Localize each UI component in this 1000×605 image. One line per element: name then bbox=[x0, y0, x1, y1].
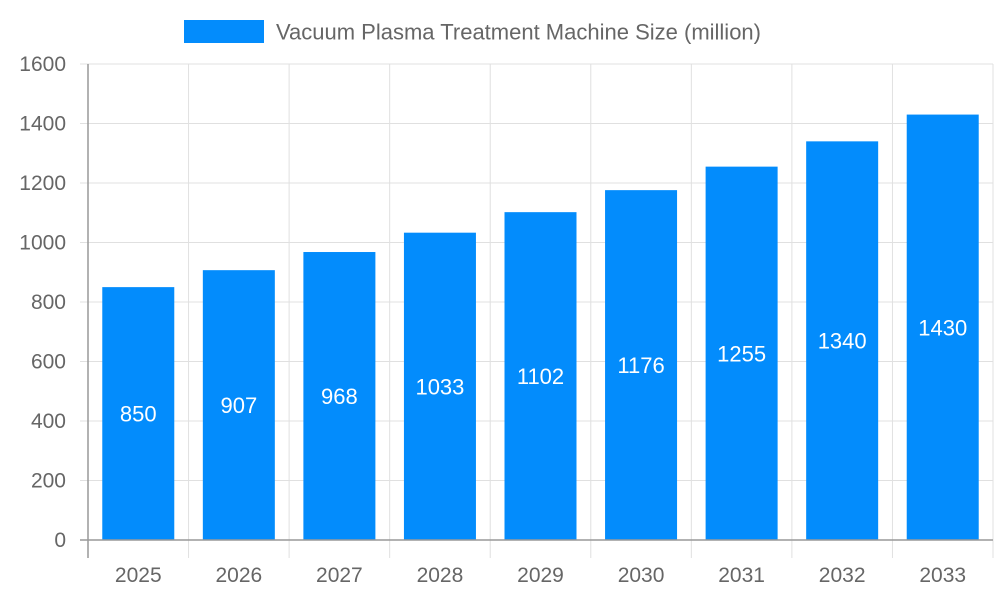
x-tick-label: 2030 bbox=[618, 564, 665, 587]
y-tick-label: 1200 bbox=[19, 172, 66, 195]
bars: 850 907 968 1033 1102 1176 1255 1340 1430 bbox=[102, 114, 979, 540]
x-tick-label: 2027 bbox=[316, 564, 363, 587]
y-tick-label: 800 bbox=[31, 291, 66, 314]
bar-2033 bbox=[906, 114, 979, 540]
legend-swatch bbox=[184, 20, 264, 43]
y-tick-label: 1600 bbox=[19, 53, 66, 76]
axes: 0 200 400 600 800 1000 1200 1400 1600 2025 2026 202… bbox=[19, 53, 993, 587]
y-tick-label: 1000 bbox=[19, 232, 66, 255]
data-label: 1176 bbox=[617, 353, 664, 378]
data-label: 1033 bbox=[415, 374, 464, 399]
x-tick-label: 2025 bbox=[115, 564, 162, 587]
data-label: 850 bbox=[120, 402, 157, 427]
x-tick-label: 2033 bbox=[919, 564, 966, 587]
x-tick-label: 2032 bbox=[819, 564, 866, 587]
y-tick-label: 200 bbox=[31, 470, 66, 493]
data-label: 907 bbox=[220, 393, 257, 418]
x-tick-label: 2026 bbox=[215, 564, 262, 587]
data-label: 1255 bbox=[717, 341, 766, 366]
bar-2028 bbox=[403, 232, 476, 540]
bar-2027 bbox=[303, 252, 376, 540]
bar-2032 bbox=[806, 141, 879, 540]
x-tick-label: 2028 bbox=[417, 564, 464, 587]
bar-2025 bbox=[102, 287, 175, 540]
legend-label: Vacuum Plasma Treatment Machine Size (mi… bbox=[276, 20, 761, 45]
data-label: 1102 bbox=[517, 364, 564, 389]
bar-2031 bbox=[705, 166, 778, 540]
data-label: 1430 bbox=[918, 315, 967, 340]
data-label: 968 bbox=[321, 384, 358, 409]
bar-2029 bbox=[504, 212, 577, 540]
x-tick-label: 2029 bbox=[517, 564, 564, 587]
data-label: 1340 bbox=[818, 329, 867, 354]
bar-2030 bbox=[605, 190, 678, 540]
y-tick-label: 600 bbox=[31, 351, 66, 374]
y-tick-label: 0 bbox=[54, 529, 66, 552]
x-tick-label: 2031 bbox=[718, 564, 765, 587]
y-tick-label: 1400 bbox=[19, 113, 66, 136]
y-tick-label: 400 bbox=[31, 410, 66, 433]
legend[interactable]: Vacuum Plasma Treatment Machine Size (mi… bbox=[184, 20, 761, 45]
bar-2026 bbox=[202, 270, 275, 540]
